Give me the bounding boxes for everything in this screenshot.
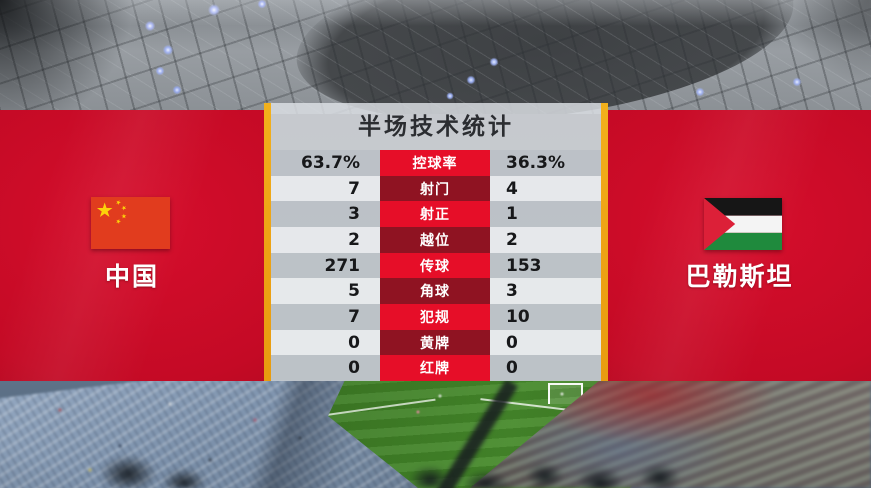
home-value: 7 xyxy=(271,175,380,202)
gold-divider-left xyxy=(264,103,271,381)
home-value: 271 xyxy=(271,252,380,279)
stats-panel: 半场技术统计 63.7% 控球率 36.3% 7 射门 4 3 射正 1 2 越… xyxy=(271,103,601,382)
stat-row: 0 黄牌 0 xyxy=(271,329,601,356)
stats-title: 半场技术统计 xyxy=(271,103,601,150)
crowd-silhouettes xyxy=(0,380,871,488)
stat-row: 3 射正 1 xyxy=(271,201,601,228)
away-value: 153 xyxy=(490,252,601,279)
stat-label: 越位 xyxy=(380,227,490,253)
home-value: 63.7% xyxy=(271,150,380,176)
home-value: 3 xyxy=(271,201,380,228)
stat-row: 63.7% 控球率 36.3% xyxy=(271,150,601,176)
stat-row: 271 传球 153 xyxy=(271,252,601,279)
roof-corner-shadow xyxy=(0,0,871,114)
home-value: 7 xyxy=(271,304,380,330)
china-flag-icon xyxy=(91,197,170,249)
home-value: 0 xyxy=(271,329,380,356)
stat-row: 7 射门 4 xyxy=(271,175,601,202)
away-value: 1 xyxy=(490,201,601,228)
stat-label: 传球 xyxy=(380,252,490,279)
home-value: 5 xyxy=(271,278,380,305)
home-value: 2 xyxy=(271,227,380,253)
home-value: 0 xyxy=(271,355,380,382)
away-value: 3 xyxy=(490,278,601,305)
away-value: 2 xyxy=(490,227,601,253)
stat-label: 控球率 xyxy=(380,150,490,176)
home-team-name: 中国 xyxy=(104,262,159,291)
away-value: 0 xyxy=(490,355,601,382)
stadium-stands-photo xyxy=(0,380,871,488)
away-value: 4 xyxy=(490,175,601,202)
stadium-roof-photo xyxy=(0,0,871,114)
stat-row: 7 犯规 10 xyxy=(271,304,601,330)
stat-label: 犯规 xyxy=(380,304,490,330)
stat-label: 黄牌 xyxy=(380,329,490,356)
away-value: 0 xyxy=(490,329,601,356)
team-away-panel: 巴勒斯坦 xyxy=(608,110,871,381)
stat-label: 射正 xyxy=(380,201,490,228)
away-value: 10 xyxy=(490,304,601,330)
away-value: 36.3% xyxy=(490,150,601,176)
stat-row: 2 越位 2 xyxy=(271,227,601,253)
gold-divider-right xyxy=(601,103,608,381)
stat-label: 角球 xyxy=(380,278,490,305)
stats-rows: 63.7% 控球率 36.3% 7 射门 4 3 射正 1 2 越位 2 271… xyxy=(271,150,601,382)
stat-row: 5 角球 3 xyxy=(271,278,601,305)
palestine-flag-icon xyxy=(704,198,782,250)
stat-label: 射门 xyxy=(380,175,490,202)
stat-label: 红牌 xyxy=(380,355,490,382)
stat-row: 0 红牌 0 xyxy=(271,355,601,382)
away-team-name: 巴勒斯坦 xyxy=(685,262,794,291)
team-home-panel: 中国 xyxy=(0,110,264,381)
